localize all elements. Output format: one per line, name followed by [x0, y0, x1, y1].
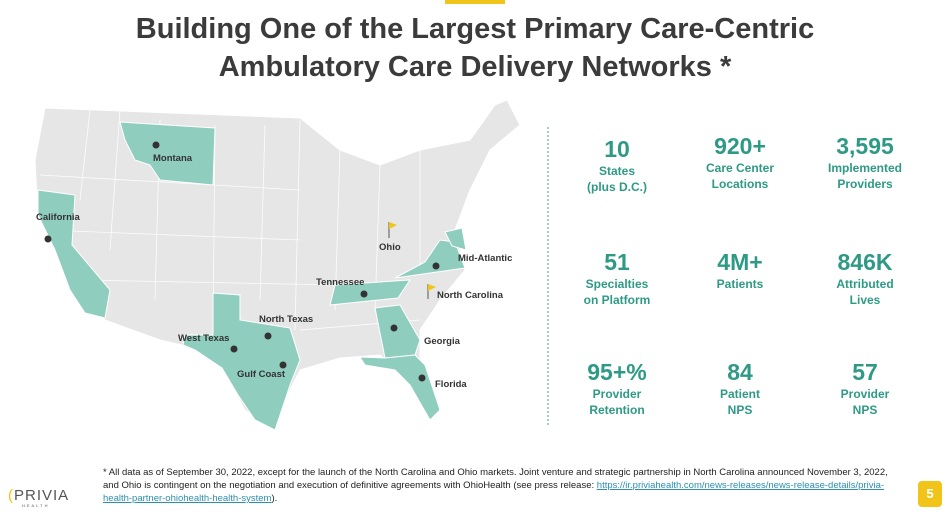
label-montana: Montana [153, 153, 193, 164]
label-mid-atlantic: Mid-Atlantic [458, 253, 512, 264]
accent-bar [445, 0, 505, 4]
stat-states: 10 States (plus D.C.) [587, 136, 647, 194]
label-california: California [36, 212, 81, 223]
market-dots [44, 141, 440, 382]
stat-providers: 3,595 Implemented Providers [827, 133, 902, 191]
press-release-link[interactable]: https://ir.priviahealth.com/news-release… [103, 480, 885, 504]
label-georgia: Georgia [424, 336, 461, 347]
label-west-texas: West Texas [178, 333, 229, 344]
state-montana [119, 121, 216, 186]
stat-specialties: 51 Specialties on Platform [583, 249, 651, 307]
state-texas [182, 292, 301, 431]
label-tennessee: Tennessee [316, 277, 364, 288]
stat-retention: 95+% Provider Retention [587, 359, 647, 417]
stat-attributed-lives: 846K Attributed Lives [836, 249, 894, 307]
slide-title: Building One of the Largest Primary Care… [135, 13, 815, 83]
flag-icon-north-carolina [427, 284, 436, 299]
label-gulf-coast: Gulf Coast [237, 369, 286, 380]
state-mid-atlantic [444, 227, 467, 251]
state-tennessee [329, 279, 411, 306]
label-north-texas: North Texas [259, 314, 313, 325]
state-virginia [394, 239, 466, 279]
page-number: 5 [918, 481, 942, 507]
divider [547, 127, 549, 425]
footnote: * All data as of September 30, 2022, exc… [103, 467, 888, 504]
flag-icon-ohio [388, 222, 397, 238]
stat-patients: 4M+ Patients [716, 249, 764, 291]
privia-logo: (PRIVIA HEALTH [8, 487, 70, 508]
state-georgia [374, 304, 421, 359]
label-north-carolina: North Carolina [437, 290, 504, 301]
label-florida: Florida [435, 379, 467, 390]
state-california [37, 189, 111, 319]
stat-care-centers: 920+ Care Center Locations [705, 133, 775, 191]
stat-provider-nps: 57 Provider NPS [840, 359, 890, 417]
state-florida [359, 354, 441, 421]
label-ohio: Ohio [379, 242, 401, 253]
stat-patient-nps: 84 Patient NPS [719, 359, 760, 417]
